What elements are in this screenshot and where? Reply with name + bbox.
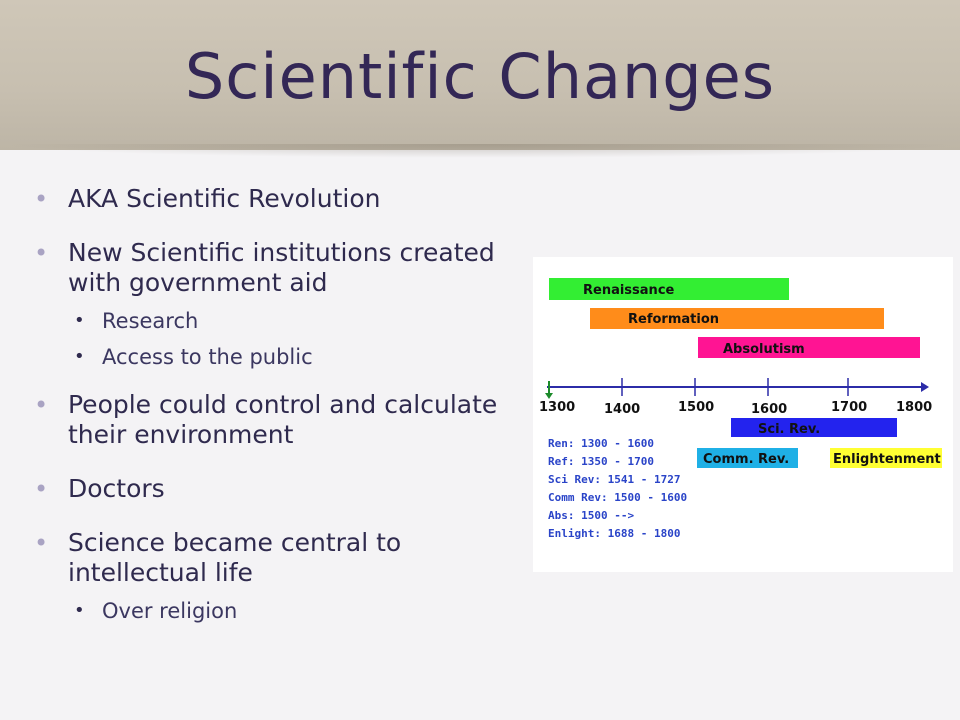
legend-abs: Abs: 1500 --> xyxy=(548,509,634,522)
bar-absolutism-label: Absolutism xyxy=(723,342,805,357)
sub-bullet-access: Access to the public xyxy=(30,344,540,370)
year-1400: 1400 xyxy=(604,402,640,417)
legend-ref: Ref: 1350 - 1700 xyxy=(548,455,654,468)
year-1600: 1600 xyxy=(751,402,787,417)
bar-sci-rev xyxy=(731,418,897,437)
bullet-aka: AKA Scientific Revolution xyxy=(30,184,540,214)
bullet-doctors: Doctors xyxy=(30,474,540,504)
bar-reformation xyxy=(590,308,884,329)
bar-enlightenment-label: Enlightenment xyxy=(833,452,941,467)
legend-ren: Ren: 1300 - 1600 xyxy=(548,437,654,450)
year-1800: 1800 xyxy=(896,400,932,415)
year-1700: 1700 xyxy=(831,400,867,415)
bullet-list: AKA Scientific Revolution New Scientific… xyxy=(30,184,540,624)
axis-arrowhead xyxy=(921,382,929,392)
legend-sci-rev: Sci Rev: 1541 - 1727 xyxy=(548,473,680,486)
bar-renaissance xyxy=(549,278,789,300)
bar-enlightenment xyxy=(830,448,942,468)
sub-bullet-research: Research xyxy=(30,308,540,334)
sub-bullet-religion: Over religion xyxy=(30,598,540,624)
year-1500: 1500 xyxy=(678,400,714,415)
legend-comm-rev: Comm Rev: 1500 - 1600 xyxy=(548,491,687,504)
bar-sci-rev-label: Sci. Rev. xyxy=(758,422,820,437)
title-banner: Scientific Changes xyxy=(0,0,960,158)
bullet-science-central: Science became central to intellectual l… xyxy=(30,528,468,588)
year-1300: 1300 xyxy=(539,400,575,415)
bullet-institutions: New Scientific institutions created with… xyxy=(30,238,538,298)
legend-enlight: Enlight: 1688 - 1800 xyxy=(548,527,680,540)
start-marker-arrow xyxy=(545,393,553,399)
bar-comm-rev xyxy=(697,448,798,468)
bar-reformation-label: Reformation xyxy=(628,312,719,327)
bar-absolutism xyxy=(698,337,920,358)
bar-renaissance-label: Renaissance xyxy=(583,283,675,298)
slide-title: Scientific Changes xyxy=(184,40,776,113)
timeline-figure: Renaissance Reformation Absolutism 1300 … xyxy=(533,257,953,572)
bar-comm-rev-label: Comm. Rev. xyxy=(703,452,789,467)
timeline-svg: Renaissance Reformation Absolutism 1300 … xyxy=(539,278,942,540)
bullet-control: People could control and calculate their… xyxy=(30,390,548,450)
